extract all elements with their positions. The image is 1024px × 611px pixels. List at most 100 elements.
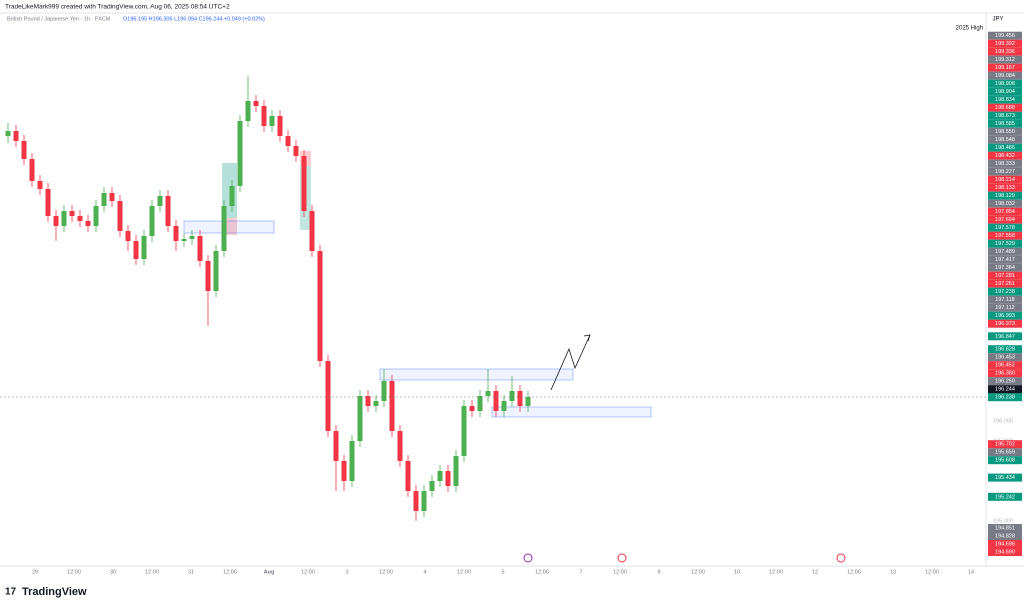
price-tag-label: 194.696 <box>995 541 1015 547</box>
price-tag-label: 197.489 <box>995 249 1015 255</box>
x-tick-label: 12:00 <box>691 569 705 575</box>
price-tag <box>988 332 1022 341</box>
logo: TradingView <box>22 586 87 598</box>
price-tag <box>988 87 1022 96</box>
price-tag <box>988 255 1022 264</box>
price-tag <box>988 279 1022 288</box>
symbol: British Pound / Japanese Yen · 1h · FXCM <box>7 16 111 22</box>
candle-body <box>317 251 323 361</box>
candle-body <box>381 381 387 401</box>
candle-body <box>45 189 51 216</box>
price-tag-label: 195.608 <box>995 458 1015 464</box>
x-tick-label: 5 <box>501 569 504 575</box>
candle-body <box>501 401 507 411</box>
price-tag <box>988 199 1022 208</box>
event-icon[interactable] <box>523 553 533 563</box>
price-tag <box>988 207 1022 216</box>
x-tick-label: 30 <box>110 569 116 575</box>
price-tag-label: 198.548 <box>995 137 1015 143</box>
candle-body <box>69 211 75 216</box>
candle-body <box>101 193 107 206</box>
x-tick-label: 12:00 <box>301 569 315 575</box>
price-tag-label: 194.851 <box>995 525 1015 531</box>
price-tag-label: 199.312 <box>995 57 1015 63</box>
price-tag-label: 199.167 <box>995 65 1015 71</box>
ohlc-text: O196.195 H196.306 L196.094 C196.244 +0.0… <box>123 16 265 22</box>
x-tick-label: Aug <box>264 569 275 575</box>
price-tag <box>988 456 1022 465</box>
candle-body <box>429 481 435 491</box>
price-tag <box>988 239 1022 248</box>
candle-body <box>325 361 331 431</box>
price-tag <box>988 303 1022 312</box>
price-tag-label: 199.456 <box>995 33 1015 39</box>
candle-body <box>421 491 427 511</box>
candle-body <box>77 216 83 221</box>
price-tag <box>988 143 1022 152</box>
price-tag <box>988 151 1022 160</box>
candle-body <box>125 231 131 241</box>
event-icon[interactable] <box>617 553 627 563</box>
candle-body <box>53 216 59 226</box>
price-tag <box>988 532 1022 540</box>
x-tick-label: 12:00 <box>613 569 627 575</box>
candle-body <box>509 391 515 401</box>
candle-body <box>245 101 251 121</box>
candle-body <box>341 461 347 481</box>
price-tag <box>988 79 1022 88</box>
x-tick-label: 12:00 <box>925 569 939 575</box>
price-tag-label: 198.550 <box>995 129 1015 135</box>
price-tag-label: 198.227 <box>995 169 1015 175</box>
price-tag-label: 198.673 <box>995 113 1015 119</box>
price-tag-label: 199.392 <box>995 41 1015 47</box>
candle-body <box>309 211 315 251</box>
price-tag-label: 198.834 <box>995 97 1015 103</box>
candle-body <box>357 396 363 441</box>
x-tick-label: 31 <box>188 569 194 575</box>
price-tag <box>988 55 1022 64</box>
price-tag-label: 196.453 <box>995 355 1015 361</box>
price-tag-label: 196.847 <box>995 334 1015 340</box>
credit: TradeLikeMark999 created with TradingVie… <box>5 4 230 11</box>
event-icon[interactable] <box>836 553 846 563</box>
price-tag-label: 197.261 <box>995 281 1015 287</box>
price-tag-label: 197.238 <box>995 289 1015 295</box>
candle-body <box>301 156 307 211</box>
candle-body <box>525 397 531 406</box>
candle-body <box>253 101 259 106</box>
price-tag-label: 198.333 <box>995 161 1015 167</box>
candle-body <box>445 471 451 486</box>
candle-body <box>389 381 395 431</box>
candle-body <box>141 236 147 259</box>
candle-body <box>277 116 283 136</box>
candle-body <box>29 159 35 181</box>
price-tag <box>988 231 1022 240</box>
price-tag <box>988 361 1022 370</box>
price-tag-label: 198.129 <box>995 193 1015 199</box>
price-tag-label: 194.828 <box>995 533 1015 539</box>
price-tag <box>988 191 1022 200</box>
price-tag <box>988 548 1022 556</box>
x-tick-label: 14 <box>968 569 974 575</box>
x-tick-label: 12:00 <box>145 569 159 575</box>
price-tag-label: 198.486 <box>995 145 1015 151</box>
price-tag-label: 198.032 <box>995 201 1015 207</box>
price-tag <box>988 492 1022 501</box>
price-tag <box>988 63 1022 72</box>
price-tag-label: 197.118 <box>995 297 1014 303</box>
price-tag-label: 198.904 <box>995 89 1015 95</box>
price-tag-label: 196.380 <box>995 371 1015 377</box>
price-tag-label: 195.702 <box>995 442 1015 448</box>
price-tag <box>988 440 1022 449</box>
x-tick-label: 12:00 <box>379 569 393 575</box>
candle-body <box>181 239 187 241</box>
logo-mark: 17 <box>5 587 17 598</box>
price-tag-label: 198.432 <box>995 153 1015 159</box>
price-tag-label: 196.993 <box>995 313 1015 319</box>
x-tick-label: 29 <box>32 569 38 575</box>
price-tag <box>988 393 1022 402</box>
candle-body <box>349 441 355 481</box>
candle-body <box>397 431 403 461</box>
candle-body <box>197 236 203 261</box>
